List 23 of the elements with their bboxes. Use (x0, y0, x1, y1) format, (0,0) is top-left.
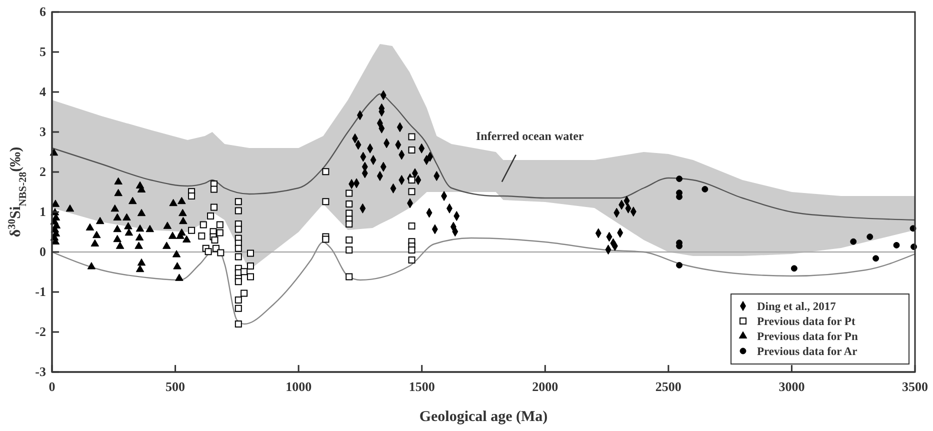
legend-label: Ding et al., 2017 (757, 301, 836, 313)
y-tick-label: 5 (40, 44, 46, 60)
y-tick-label: 1 (40, 204, 46, 220)
legend-label: Previous data for Pt (757, 316, 856, 328)
y-tick-label: 2 (40, 164, 46, 180)
x-tick-label: 1000 (286, 379, 312, 394)
legend-label: Previous data for Pn (757, 331, 858, 343)
x-tick-label: 2000 (532, 379, 558, 394)
annotation: Inferred ocean water (476, 128, 584, 143)
y-tick-label: -2 (35, 324, 46, 340)
legend-label: Previous data for Ar (757, 346, 858, 358)
y-tick-label: -1 (35, 284, 46, 300)
x-tick-label: 1500 (408, 379, 435, 394)
x-tick-label: 3000 (778, 379, 805, 394)
x-tick-label: 500 (166, 379, 186, 394)
y-tick-label: 4 (40, 84, 46, 100)
y-tick-label: 0 (40, 244, 46, 260)
y-tick-label: 6 (40, 4, 46, 20)
x-tick-label: 2500 (655, 379, 682, 394)
x-axis-title: Geological age (Ma) (419, 409, 548, 425)
y-tick-label: 3 (40, 124, 46, 140)
x-tick-label: 3500 (902, 379, 928, 394)
y-tick-label: -3 (35, 364, 46, 380)
